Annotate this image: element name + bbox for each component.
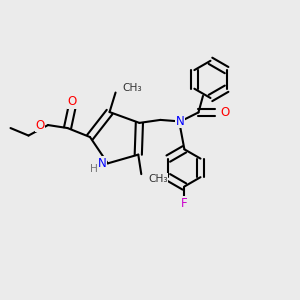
Text: CH₃: CH₃ xyxy=(122,83,142,93)
Text: O: O xyxy=(35,118,44,132)
Text: H: H xyxy=(90,164,98,174)
Text: F: F xyxy=(181,196,188,209)
Text: N: N xyxy=(176,115,184,128)
Text: N: N xyxy=(98,157,106,170)
Text: O: O xyxy=(220,106,230,119)
Text: CH₃: CH₃ xyxy=(148,174,167,184)
Text: O: O xyxy=(68,95,76,108)
